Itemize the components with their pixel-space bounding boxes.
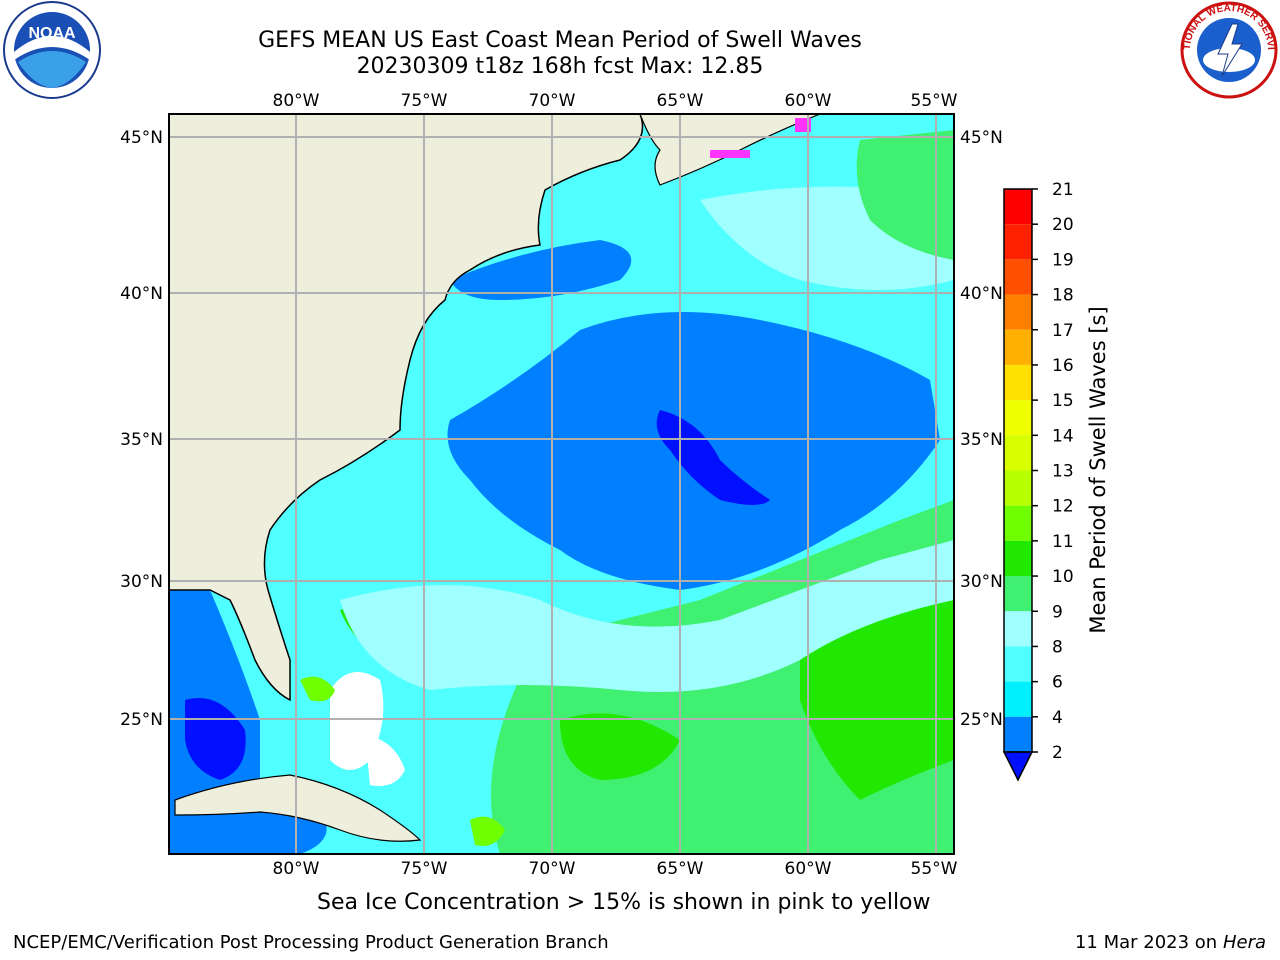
lon-labels-top: 80°W 75°W 70°W 65°W 60°W 55°W — [273, 91, 958, 111]
colorbar-segment — [1004, 540, 1032, 577]
colorbar-segment — [1004, 611, 1032, 647]
colorbar-segment — [1004, 470, 1032, 506]
bahamas-shallow-area — [365, 735, 405, 786]
sea-ice-note: Sea Ice Concentration > 15% is shown in … — [317, 890, 931, 915]
chart-subtitle: 20230309 t18z 168h fcst Max: 12.85 — [356, 54, 764, 79]
colorbar-tick-label: 17 — [1052, 321, 1074, 341]
colorbar-tick-label: 18 — [1052, 286, 1074, 306]
swell-region-10-11s — [560, 713, 680, 780]
colorbar-title: Mean Period of Swell Waves [s] — [1086, 306, 1110, 634]
swell-region-9-10s — [856, 130, 954, 260]
swell-region-8-9s — [340, 540, 954, 692]
colorbar-tick-label: 2 — [1052, 743, 1063, 763]
land-cuba — [174, 774, 422, 842]
lon-label: 70°W — [529, 859, 576, 879]
swell-region-11-12s — [300, 676, 335, 702]
colorbar-segment — [1004, 400, 1032, 436]
noaa-logo: NOAA — [3, 1, 101, 99]
lon-label: 55°W — [911, 859, 958, 879]
lat-label: 40°N — [120, 284, 163, 304]
colorbar-tick-label: 8 — [1052, 637, 1063, 657]
lon-label: 80°W — [273, 859, 320, 879]
national-weather-service-logo: NATIONAL WEATHER SERVICE — [1178, 0, 1278, 99]
swell-region-11-12s — [470, 816, 505, 846]
svg-text:NOAA: NOAA — [28, 25, 76, 42]
chart-title: GEFS MEAN US East Coast Mean Period of S… — [258, 28, 862, 53]
date-stamp: 11 Mar 2023 on Hera — [1074, 932, 1266, 953]
colorbar-tick-label: 9 — [1052, 602, 1063, 622]
lon-label: 60°W — [785, 859, 832, 879]
lat-label: 35°N — [120, 430, 163, 450]
colorbar-segment — [1004, 681, 1032, 717]
lat-label: 30°N — [960, 572, 1003, 592]
land-north-america — [169, 114, 644, 702]
lat-label: 30°N — [120, 572, 163, 592]
sea-ice-patch — [710, 150, 750, 158]
colorbar-segment — [1004, 329, 1032, 365]
colorbar-tick-label: 19 — [1052, 250, 1074, 270]
colorbar-segment — [1004, 364, 1032, 401]
host-name: Hera — [1222, 932, 1266, 953]
land-nova-scotia — [639, 114, 821, 186]
lon-label: 65°W — [657, 859, 704, 879]
lon-label: 55°W — [911, 91, 958, 111]
colorbar-segment — [1004, 435, 1032, 471]
colorbar-tick-label: 4 — [1052, 708, 1063, 728]
swell-region-under-2s — [656, 410, 770, 505]
lon-label: 75°W — [401, 859, 448, 879]
lat-label: 45°N — [960, 128, 1003, 148]
lat-labels-left: 45°N 40°N 35°N 30°N 25°N — [120, 128, 163, 730]
lon-label: 80°W — [273, 91, 320, 111]
colorbar-tick-label: 11 — [1052, 532, 1074, 552]
colorbar-segment — [1004, 294, 1032, 330]
colorbar-tick-label: 13 — [1052, 462, 1074, 482]
colorbar-tick-label: 10 — [1052, 567, 1074, 587]
map-gridlines — [169, 114, 954, 854]
credit-text: NCEP/EMC/Verification Post Processing Pr… — [13, 932, 609, 953]
colorbar: 21 20 19 18 17 16 15 14 13 12 11 10 9 8 6 4 2 — [1002, 180, 1074, 782]
colorbar-segment — [1004, 716, 1032, 752]
lat-label: 40°N — [960, 284, 1003, 304]
lat-label: 35°N — [960, 430, 1003, 450]
lon-labels-bottom: 80°W 75°W 70°W 65°W 60°W 55°W — [273, 859, 958, 879]
colorbar-tick-label: 14 — [1052, 426, 1074, 446]
lat-label: 25°N — [960, 710, 1003, 730]
lat-label: 25°N — [120, 710, 163, 730]
colorbar-under-arrow — [1002, 751, 1034, 782]
colorbar-segment — [1004, 224, 1032, 260]
colorbar-segment — [1004, 646, 1032, 682]
colorbar-tick-label: 20 — [1052, 215, 1074, 235]
lon-label: 70°W — [529, 91, 576, 111]
map-area — [169, 114, 954, 854]
colorbar-tick-label: 16 — [1052, 356, 1074, 376]
colorbar-tick-label: 6 — [1052, 673, 1063, 693]
lat-label: 45°N — [120, 128, 163, 148]
lon-label: 60°W — [785, 91, 832, 111]
lat-labels-right: 45°N 40°N 35°N 30°N 25°N — [960, 128, 1003, 730]
lon-label: 75°W — [401, 91, 448, 111]
colorbar-tick-label: 12 — [1052, 497, 1074, 517]
colorbar-tick-label: 21 — [1052, 180, 1074, 200]
colorbar-segment — [1004, 259, 1032, 295]
map-frame — [168, 113, 955, 855]
colorbar-tick-label: 15 — [1052, 391, 1074, 411]
colorbar-segment — [1004, 189, 1032, 225]
lon-label: 65°W — [657, 91, 704, 111]
swell-region-2-4s — [450, 240, 632, 300]
colorbar-segment — [1004, 505, 1032, 541]
colorbar-segment — [1004, 576, 1032, 612]
